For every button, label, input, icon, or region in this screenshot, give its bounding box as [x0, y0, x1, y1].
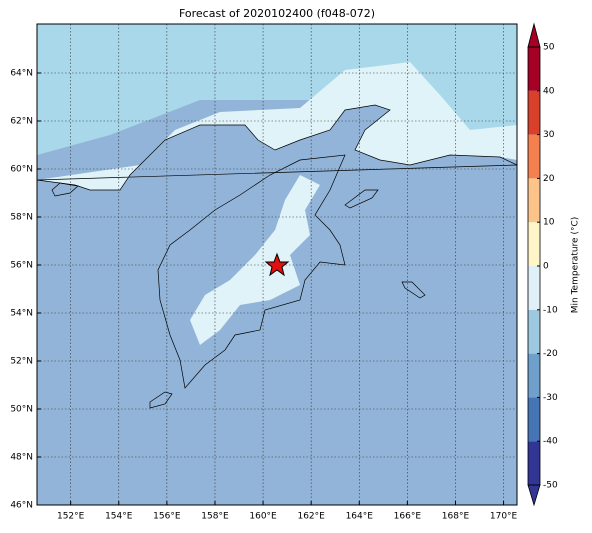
y-tick-label: 56°N: [10, 261, 33, 271]
colorbar-tick-label: 10: [543, 218, 555, 228]
colorbar-extend-bottom: [527, 484, 541, 507]
colorbar-tick-label: -10: [543, 305, 558, 315]
colorbar-tick-label: 50: [543, 43, 555, 53]
x-tick-label: 170°E: [490, 512, 518, 522]
star-marker: [264, 252, 290, 277]
map-area: [37, 24, 517, 505]
x-tick-label: 158°E: [201, 512, 229, 522]
y-tick-label: 54°N: [10, 309, 33, 319]
colorbar-segment: [528, 134, 540, 179]
colorbar-segment: [528, 47, 540, 91]
grid: [37, 24, 517, 505]
colorbar-tick-label: 40: [543, 86, 555, 96]
island: [51, 182, 79, 197]
y-tick-label: 50°N: [10, 405, 33, 415]
y-tick-label: 60°N: [10, 165, 33, 175]
colorbar-segment: [528, 222, 540, 266]
x-tick-label: 166°E: [394, 512, 422, 522]
cold-band: [37, 24, 517, 155]
colorbar-extend-top: [527, 22, 541, 48]
colorbar-segment: [528, 90, 540, 135]
colorbar-tick-label: 30: [543, 130, 555, 140]
title: Forecast of 2020102400 (f048-072): [179, 7, 375, 20]
y-tick-label: 62°N: [10, 117, 33, 127]
colorbar-label: Min Temperature (°C): [571, 217, 581, 314]
colorbar-segment: [528, 309, 540, 354]
colorbar-tick-label: 0: [543, 262, 549, 272]
x-tick-label: 162°E: [297, 512, 325, 522]
colorbar-segment: [528, 441, 540, 485]
colorbar-segment: [528, 353, 540, 398]
island: [401, 281, 426, 299]
colorbar-segment: [528, 397, 540, 442]
colorbar-tick-label: -30: [543, 393, 558, 403]
light-region: [37, 62, 517, 190]
y-tick-label: 52°N: [10, 357, 33, 367]
colorbar-tick-label: -50: [543, 481, 558, 491]
colorbar-tick-label: -20: [543, 349, 558, 359]
y-tick-label: 58°N: [10, 213, 33, 223]
x-tick-label: 154°E: [105, 512, 133, 522]
colorbar-tick-label: -40: [543, 437, 558, 447]
island: [149, 391, 173, 409]
island: [344, 189, 379, 209]
y-tick-label: 48°N: [10, 453, 33, 463]
x-tick-label: 164°E: [346, 512, 374, 522]
north-land: [37, 104, 517, 191]
y-tick-label: 46°N: [10, 501, 33, 511]
x-tick-label: 160°E: [249, 512, 277, 522]
colorbar-segment: [528, 178, 540, 223]
colorbar-tick-label: 20: [543, 174, 555, 184]
x-tick-label: 168°E: [442, 512, 470, 522]
y-tick-label: 64°N: [10, 69, 33, 79]
x-tick-label: 156°E: [153, 512, 181, 522]
x-tick-label: 152°E: [57, 512, 85, 522]
colorbar-segment: [528, 266, 540, 310]
kamchatka-cold: [190, 175, 320, 345]
